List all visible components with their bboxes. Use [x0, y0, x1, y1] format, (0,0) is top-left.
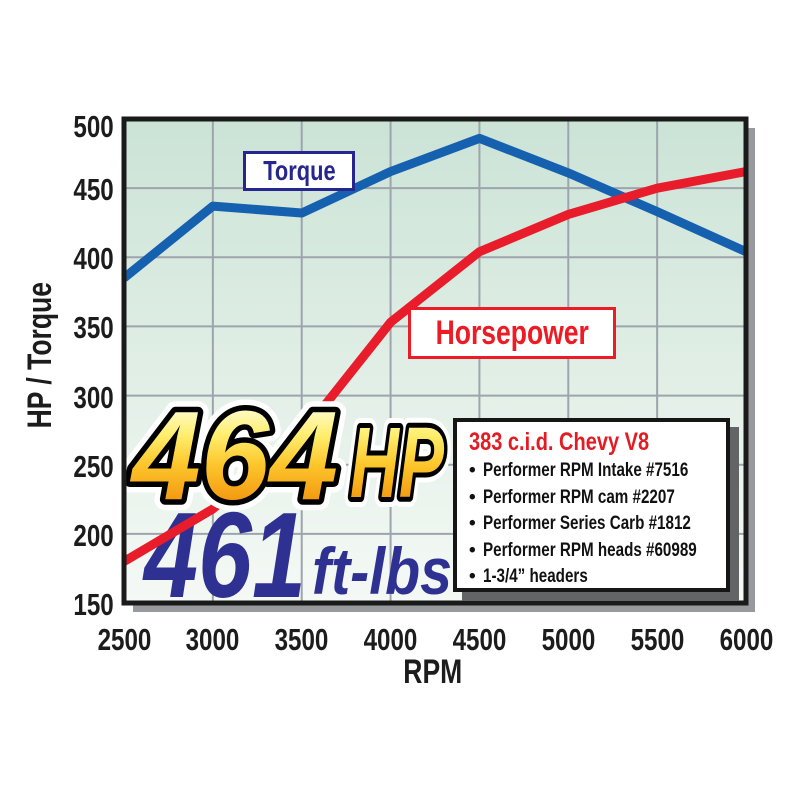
y-tick-label: 250 [73, 448, 114, 484]
hp-callout-unit-halo: HP [350, 407, 444, 519]
info-item: • Performer RPM heads #60989 [469, 538, 716, 565]
y-tick-label: 400 [73, 241, 114, 277]
y-tick-label: 200 [73, 517, 114, 553]
y-tick-label: 350 [73, 310, 114, 346]
x-tick-label: 3500 [274, 622, 329, 657]
x-tick-label: 4500 [452, 622, 507, 657]
info-item: • Performer Series Carb #1812 [469, 511, 716, 538]
x-tick-label: 5500 [630, 622, 685, 657]
hp-callout-unit: HP [350, 407, 444, 519]
horsepower-legend-label: Horsepower [435, 313, 589, 352]
info-item: • Performer RPM cam #2207 [469, 485, 716, 512]
info-box: 383 c.i.d. Chevy V8 • Performer RPM Intak… [453, 418, 730, 592]
tq-callout-unit: ft-lbs [312, 534, 452, 608]
torque-legend-box: Torque [243, 151, 355, 191]
x-tick-label: 4000 [363, 622, 418, 657]
y-tick-label: 300 [73, 379, 114, 415]
x-tick-label: 5000 [541, 622, 596, 657]
bullet-icon: • [469, 513, 476, 534]
y-tick-label: 150 [73, 587, 114, 622]
torque-line [121, 133, 748, 282]
hp-callout-value-halo: 464 [129, 385, 338, 526]
x-axis-label: RPM [403, 653, 463, 691]
y-tick-label: 450 [73, 172, 114, 208]
torque-legend-label: Torque [262, 155, 336, 186]
plot-frame [121, 116, 749, 606]
x-tick-label: 2500 [97, 622, 151, 657]
tq-callout-value: 461 [142, 487, 306, 623]
horsepower-line [121, 167, 747, 566]
info-item: • 1-3/4” headers [469, 564, 716, 591]
bullet-icon: • [469, 486, 476, 508]
info-item: • Performer RPM Intake #7516 [469, 458, 716, 485]
x-tick-label: 6000 [719, 622, 773, 657]
horsepower-legend-box: Horsepower [408, 307, 616, 359]
y-tick-label: 500 [73, 109, 114, 144]
bullet-icon: • [469, 539, 476, 561]
bullet-icon: • [469, 566, 476, 587]
info-box-items: • Performer RPM Intake #7516 • Performer RP… [469, 458, 716, 591]
y-axis-label: HP / Torque [21, 281, 59, 429]
info-box-title: 383 c.i.d. Chevy V8 [469, 428, 650, 456]
x-tick-label: 3000 [185, 622, 240, 657]
bullet-icon: • [469, 460, 476, 481]
hp-callout-value: 464 [129, 385, 338, 526]
